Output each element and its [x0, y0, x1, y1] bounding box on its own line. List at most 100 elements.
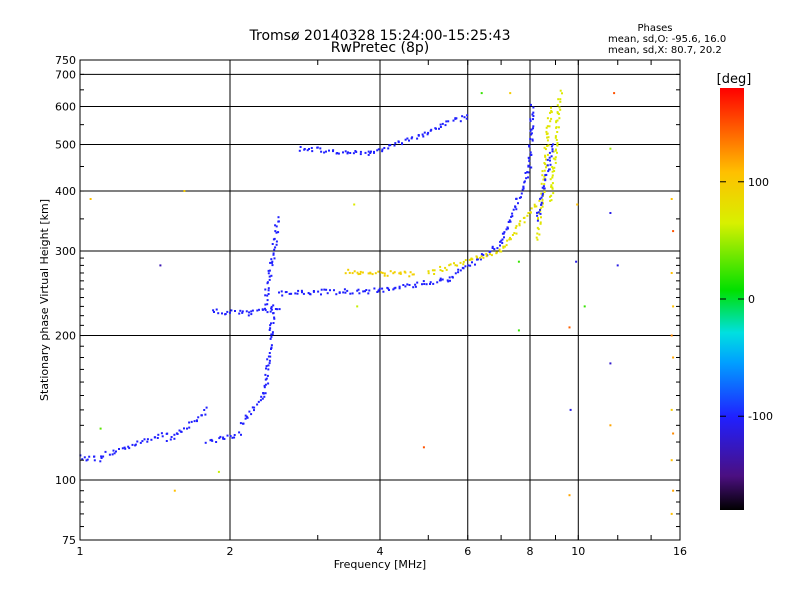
scatter-point	[670, 512, 673, 515]
trace-point	[475, 255, 478, 258]
trace-point	[541, 186, 544, 189]
trace-point	[268, 359, 271, 362]
trace-point	[554, 161, 557, 164]
trace-point	[530, 166, 533, 169]
trace-point	[489, 250, 492, 253]
trace-point	[143, 438, 146, 441]
trace-point	[423, 283, 426, 285]
trace-point	[449, 279, 451, 282]
trace-point	[348, 271, 351, 274]
trace-point	[277, 216, 280, 219]
trace-point	[515, 225, 518, 228]
trace-point	[93, 455, 95, 458]
trace-point	[403, 270, 406, 273]
trace-point	[455, 117, 458, 120]
trace-point	[550, 110, 553, 112]
trace-point	[175, 432, 178, 435]
trace-point	[471, 261, 473, 264]
trace-point	[550, 155, 553, 158]
trace-point	[398, 287, 401, 290]
trace-point	[550, 194, 553, 197]
trace-point	[530, 128, 533, 131]
trace-point	[266, 303, 269, 306]
trace-point	[508, 219, 511, 222]
trace-point	[298, 149, 301, 152]
trace-point	[270, 308, 273, 311]
trace-point	[543, 187, 546, 190]
trace-point	[431, 269, 434, 272]
trace-point	[276, 308, 279, 311]
trace-point	[392, 288, 395, 291]
trace-point	[521, 188, 524, 191]
trace-point	[269, 337, 272, 340]
x-tick-label: 16	[673, 545, 687, 558]
trace-point	[273, 257, 276, 260]
trace-point	[209, 439, 212, 442]
trace-point	[530, 133, 533, 136]
trace-point	[554, 156, 557, 159]
trace-point	[344, 291, 347, 294]
trace-point	[270, 346, 273, 349]
trace-point	[408, 275, 411, 278]
trace-point	[520, 192, 523, 195]
scatter-point	[568, 326, 571, 329]
trace-point	[173, 433, 176, 436]
trace-point	[543, 191, 546, 193]
trace-point	[123, 446, 126, 449]
trace-point	[381, 148, 384, 151]
trace-point	[493, 248, 496, 251]
trace-point	[373, 287, 376, 290]
colorbar-tick-label: -100	[748, 410, 773, 423]
trace-point	[422, 135, 425, 138]
trace-point	[267, 269, 270, 272]
chart-subtitle: RwPretec (8p)	[331, 40, 429, 56]
trace-point	[272, 312, 275, 315]
trace-point	[264, 373, 267, 376]
trace-point	[264, 309, 267, 312]
trace-point	[272, 252, 275, 255]
trace-point	[529, 129, 532, 132]
trace-point	[554, 136, 557, 139]
trace-point	[374, 272, 377, 275]
trace-point	[274, 224, 277, 227]
trace-point	[381, 150, 384, 153]
trace-point	[265, 367, 267, 370]
trace-point	[300, 289, 303, 292]
chart-title: Tromsø 20140328 15:24:00-15:25:43	[249, 28, 511, 44]
trace-point	[556, 143, 559, 146]
trace-point	[514, 226, 517, 229]
trace-point	[476, 258, 479, 261]
scatter-point	[583, 305, 586, 308]
trace-point	[383, 274, 386, 277]
trace-point	[273, 316, 276, 319]
trace-point	[417, 134, 420, 136]
trace-point	[266, 374, 269, 377]
trace-point	[525, 177, 528, 180]
trace-point	[160, 432, 163, 435]
trace-point	[212, 309, 215, 312]
trace-point	[491, 245, 494, 248]
trace-point	[275, 243, 278, 246]
trace-point	[466, 114, 469, 117]
trace-point	[271, 261, 273, 264]
trace-point	[546, 158, 549, 161]
trace-point	[476, 256, 479, 259]
trace-point	[549, 120, 552, 123]
trace-point	[436, 281, 439, 284]
trace-point	[532, 115, 535, 117]
trace-point	[549, 178, 552, 181]
trace-point	[278, 308, 281, 311]
trace-point	[554, 135, 557, 138]
trace-point	[501, 238, 504, 241]
trace-point	[540, 203, 543, 206]
trace-point	[506, 226, 509, 229]
trace-point	[316, 146, 319, 149]
trace-point	[277, 231, 280, 234]
trace-point	[335, 152, 338, 155]
trace-point	[507, 227, 509, 230]
trace-point	[544, 148, 547, 151]
trace-point	[546, 125, 549, 128]
trace-point	[271, 243, 274, 245]
trace-point	[511, 234, 514, 236]
